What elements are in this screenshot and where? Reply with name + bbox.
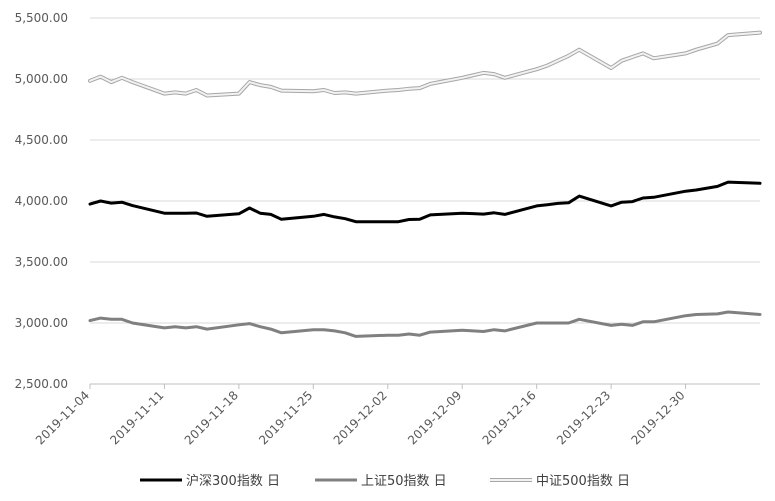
- legend-label: 中证500指数 日: [536, 474, 630, 489]
- series-line-csi300: [88, 180, 762, 224]
- x-tick-label: 2019-11-04: [33, 388, 92, 447]
- x-tick-label: 2019-12-02: [331, 388, 390, 447]
- gridlines: [90, 17, 760, 385]
- x-axis-labels: 2019-11-04 2019-11-11 2019-11-18 2019-11-25…: [33, 388, 688, 447]
- x-tick-label: 2019-11-25: [256, 388, 315, 447]
- x-tick-label: 2019-11-11: [107, 388, 166, 447]
- series-line-csi500: [89, 31, 761, 97]
- x-tick-label: 2019-12-09: [405, 388, 464, 447]
- y-tick-label: 5,000.00: [15, 72, 68, 86]
- x-axis: [89, 383, 760, 389]
- x-tick-label: 2019-11-18: [182, 388, 241, 447]
- legend-label: 沪深300指数 日: [186, 473, 280, 489]
- x-tick-label: 2019-12-16: [480, 388, 539, 447]
- x-tick-label: 2019-12-23: [554, 388, 613, 447]
- y-tick-label: 4,500.00: [15, 133, 68, 147]
- x-tick-label: 2019-12-30: [628, 388, 687, 447]
- y-tick-label: 2,500.00: [15, 377, 68, 391]
- series-line-sse50: [88, 310, 762, 338]
- legend: 沪深300指数 日 上证50指数 日 中证500指数 日: [140, 473, 630, 489]
- y-tick-label: 5,500.00: [15, 11, 68, 25]
- y-axis-labels: 2,500.00 3,000.00 3,500.00 4,000.00 4,500.00…: [15, 11, 68, 391]
- y-tick-label: 4,000.00: [15, 194, 68, 208]
- y-tick-label: 3,000.00: [15, 316, 68, 330]
- y-tick-label: 3,500.00: [15, 255, 68, 269]
- series-lines: [88, 30, 762, 338]
- legend-label: 上证50指数 日: [361, 474, 447, 489]
